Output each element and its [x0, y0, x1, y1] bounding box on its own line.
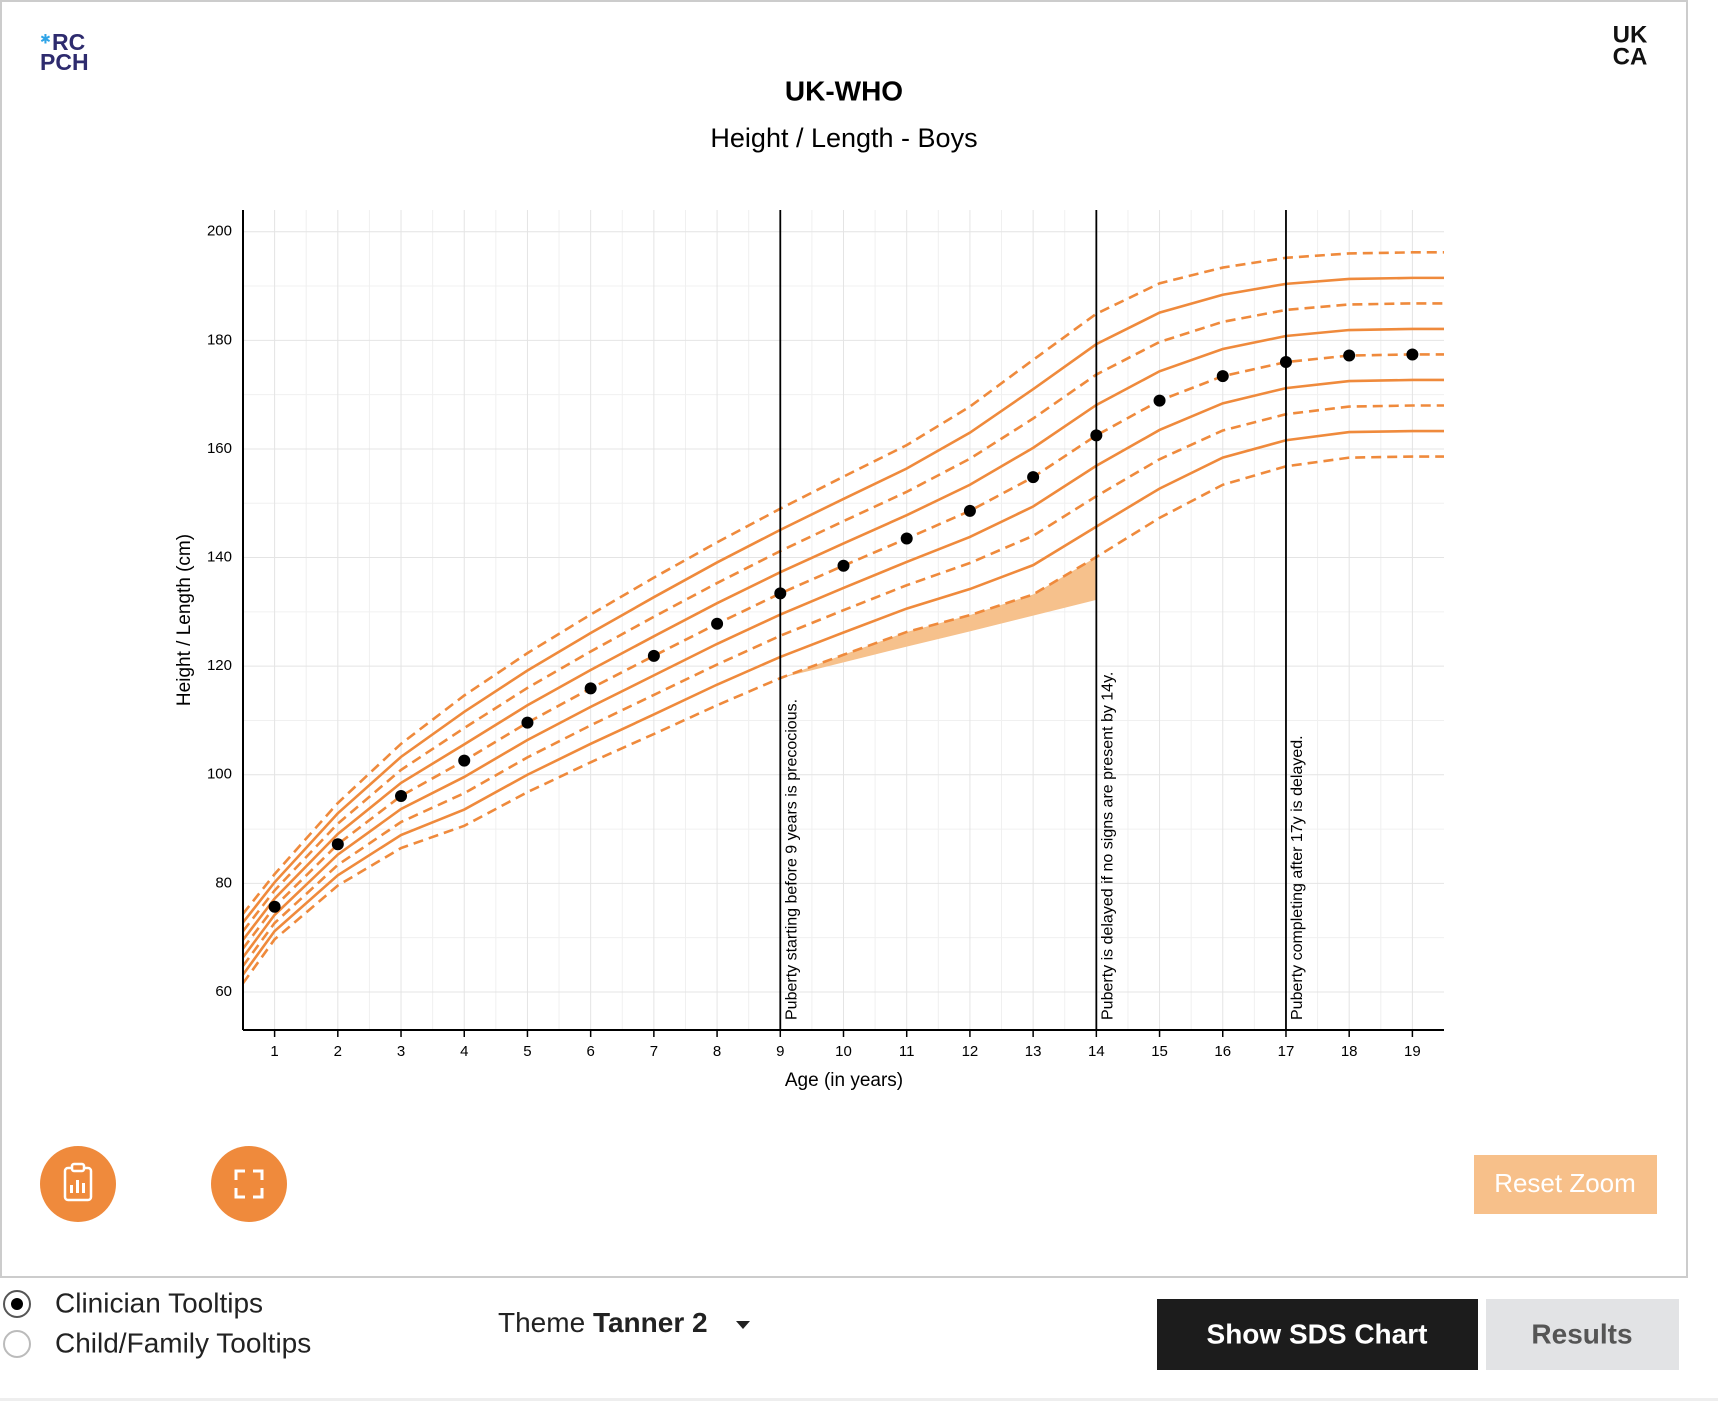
x-tick-label: 8 — [713, 1043, 721, 1060]
measurement-point — [458, 754, 471, 767]
logo-right-line: UK — [1613, 21, 1648, 48]
measurement-point — [900, 532, 913, 545]
reset-zoom-button[interactable]: Reset Zoom — [1474, 1155, 1657, 1214]
x-tick-label: 9 — [776, 1043, 784, 1060]
logo-right-line: CA — [1613, 43, 1648, 70]
x-tick-label: 2 — [334, 1043, 342, 1060]
y-tick-label: 60 — [215, 983, 232, 1000]
measurement-point — [521, 716, 534, 729]
logo-left-line: RC — [52, 29, 85, 55]
results-button[interactable]: Results — [1486, 1299, 1679, 1370]
centile-line — [241, 251, 1444, 915]
measurement-point — [1406, 348, 1419, 361]
sds-chart-button[interactable]: Show SDS Chart — [1157, 1299, 1478, 1370]
chart-subtitle: Height / Length - Boys — [710, 123, 977, 153]
measurement-point — [963, 504, 976, 517]
y-tick-label: 200 — [207, 223, 232, 240]
centile-line — [241, 302, 1444, 932]
measurement-point — [1153, 394, 1166, 407]
x-tick-label: 16 — [1214, 1043, 1231, 1060]
x-tick-label: 18 — [1341, 1043, 1358, 1060]
reference-label: Puberty starting before 9 years is preco… — [784, 699, 801, 1020]
measurement-point — [711, 617, 724, 630]
x-tick-label: 3 — [397, 1043, 405, 1060]
button-label: Results — [1531, 1318, 1632, 1349]
theme-label-text: Theme — [498, 1307, 585, 1338]
x-tick-label: 7 — [650, 1043, 658, 1060]
x-tick-label: 12 — [962, 1043, 979, 1060]
measurement-point — [1216, 370, 1229, 383]
logo-star: ✱ — [40, 31, 51, 46]
y-tick-label: 80 — [215, 874, 232, 891]
radio-option[interactable]: Clinician Tooltips — [3, 1287, 263, 1318]
x-tick-label: 14 — [1088, 1043, 1105, 1060]
reset-zoom-label: Reset Zoom — [1494, 1168, 1636, 1198]
x-tick-label: 11 — [899, 1043, 915, 1060]
measurement-point — [647, 649, 660, 662]
x-tick-label: 13 — [1025, 1043, 1042, 1060]
y-axis-label: Height / Length (cm) — [174, 534, 195, 706]
theme-dropdown[interactable]: Theme Tanner 2 — [498, 1307, 750, 1338]
centile-line — [241, 378, 1444, 959]
radio-option[interactable]: Child/Family Tooltips — [3, 1327, 311, 1358]
theme-value: Tanner 2 — [593, 1307, 708, 1338]
x-tick-label: 5 — [523, 1043, 531, 1060]
reference-label: Puberty is delayed if no signs are prese… — [1100, 672, 1117, 1020]
measurement-point — [395, 789, 408, 802]
measurement-point — [331, 838, 344, 851]
measurement-point — [1027, 471, 1040, 484]
x-tick-label: 15 — [1151, 1043, 1168, 1060]
x-tick-label: 1 — [270, 1043, 278, 1060]
reference-label: Puberty completing after 17y is delayed. — [1289, 735, 1306, 1020]
measurement-point — [268, 900, 281, 913]
centile-line — [241, 327, 1444, 941]
x-tick-label: 17 — [1278, 1043, 1295, 1060]
y-tick-label: 120 — [207, 657, 232, 674]
y-tick-label: 100 — [207, 766, 232, 783]
logo-left-line: PCH — [40, 49, 89, 75]
measurement-point — [1343, 349, 1356, 362]
measurement-point — [1090, 429, 1103, 442]
export-button[interactable] — [40, 1146, 116, 1222]
measurement-point — [584, 682, 597, 695]
y-tick-label: 180 — [207, 331, 232, 348]
x-tick-label: 10 — [835, 1043, 852, 1060]
y-tick-label: 140 — [207, 549, 232, 566]
dropdown-caret — [736, 1321, 750, 1329]
button-label: Show SDS Chart — [1207, 1318, 1428, 1349]
centile-line — [241, 404, 1444, 967]
footer-rule — [0, 1398, 1718, 1401]
centile-line — [241, 455, 1444, 985]
x-tick-label: 19 — [1404, 1043, 1421, 1060]
fullscreen-button[interactable] — [211, 1146, 287, 1222]
radio-label: Clinician Tooltips — [55, 1287, 263, 1318]
chart-title: UK-WHO — [785, 75, 903, 106]
centile-line — [241, 429, 1444, 976]
theme-label: Theme Tanner 2 — [498, 1307, 708, 1338]
x-tick-label: 6 — [586, 1043, 594, 1060]
centile-line — [241, 276, 1444, 924]
y-tick-label: 160 — [207, 440, 232, 457]
x-tick-label: 4 — [460, 1043, 468, 1060]
x-axis-label: Age (in years) — [785, 1070, 903, 1091]
measurement-point — [837, 559, 850, 572]
radio-label: Child/Family Tooltips — [55, 1327, 311, 1358]
plot: 1 2 3 4 5 6 7 8 9 10 11 12 13 14 15 16 17 18 1960801001201… — [207, 210, 1444, 1060]
measurement-point — [1279, 356, 1292, 369]
measurement-point — [774, 587, 787, 600]
